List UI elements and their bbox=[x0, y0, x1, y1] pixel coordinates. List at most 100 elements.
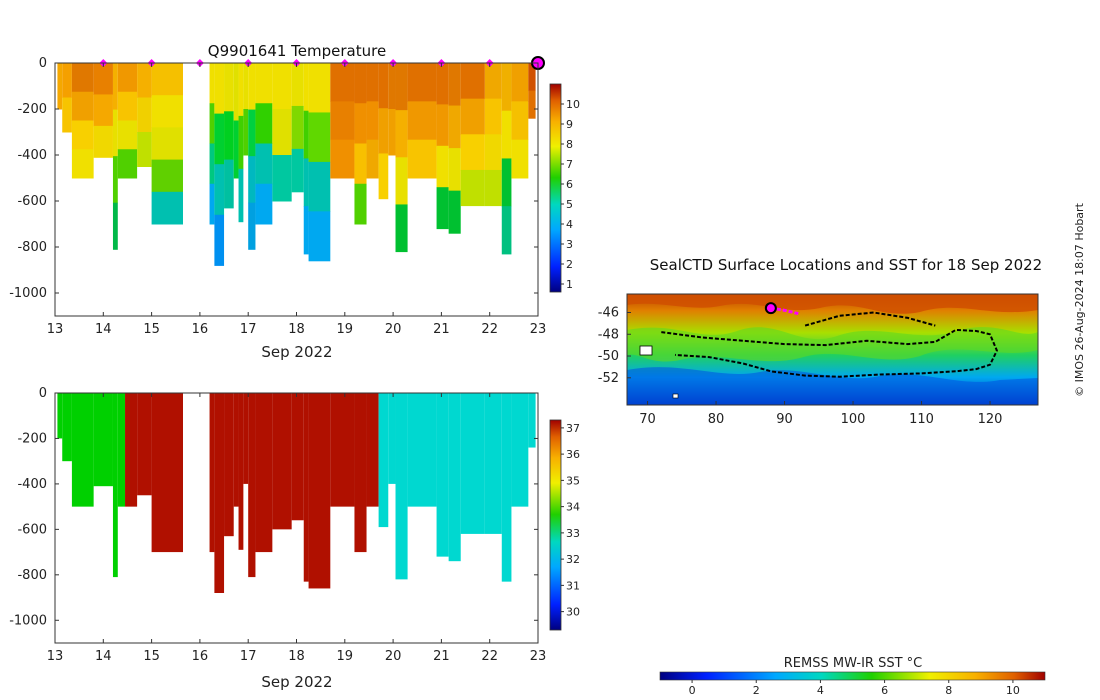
profile-cell bbox=[511, 393, 529, 507]
profile-column bbox=[484, 393, 502, 534]
profile-column bbox=[303, 393, 309, 582]
profile-cell bbox=[354, 103, 367, 144]
profile-cell bbox=[62, 63, 72, 98]
profile-column bbox=[436, 63, 449, 230]
profile-cell bbox=[395, 157, 408, 205]
colorbar-tick-label: 30 bbox=[566, 606, 580, 619]
profile-cell bbox=[303, 158, 309, 207]
profile-cell bbox=[395, 63, 408, 111]
x-tick-label: 21 bbox=[433, 322, 450, 337]
profile-cell bbox=[255, 63, 273, 104]
profile-cell bbox=[137, 393, 152, 496]
profile-cell bbox=[484, 63, 502, 100]
profile-cell bbox=[460, 393, 485, 534]
x-tick-label: 120 bbox=[978, 412, 1003, 427]
x-tick-label: 16 bbox=[192, 649, 209, 664]
profile-cell bbox=[71, 91, 94, 121]
profile-column bbox=[308, 393, 331, 589]
profile-cell bbox=[366, 393, 379, 507]
x-tick-label: 14 bbox=[95, 322, 112, 337]
x-tick-label: 70 bbox=[639, 412, 656, 427]
x-tick-label: 17 bbox=[240, 649, 257, 664]
profile-cell bbox=[501, 110, 512, 159]
sst-map-title: SealCTD Surface Locations and SST for 18… bbox=[650, 256, 1042, 274]
profile-cell bbox=[272, 109, 292, 156]
imos-watermark: © IMOS 26-Aug-2024 18:07 Hobart bbox=[1073, 202, 1086, 396]
x-tick-label: 20 bbox=[385, 322, 402, 337]
profile-column bbox=[378, 63, 389, 200]
colorbar-tick-label: 35 bbox=[566, 474, 580, 487]
profile-cell bbox=[93, 63, 113, 95]
profile-column bbox=[255, 63, 273, 225]
colorbar-tick-label: 37 bbox=[566, 422, 580, 435]
profile-cell bbox=[151, 393, 183, 553]
profile-column bbox=[248, 393, 256, 578]
x-tick-label: 19 bbox=[337, 322, 354, 337]
profile-cell bbox=[378, 393, 389, 528]
x-tick-label: 18 bbox=[288, 322, 305, 337]
profile-cell bbox=[272, 63, 292, 110]
profile-column bbox=[511, 63, 529, 179]
profile-cell bbox=[330, 63, 355, 102]
profile-column bbox=[354, 63, 367, 225]
profile-cell bbox=[460, 169, 485, 207]
profile-cell bbox=[248, 156, 256, 204]
profile-column bbox=[511, 393, 529, 507]
profile-cell bbox=[233, 393, 239, 507]
sst-colorbar bbox=[659, 671, 1046, 681]
profile-cell bbox=[303, 110, 309, 159]
profile-cell bbox=[308, 112, 331, 163]
y-tick-label: -1000 bbox=[9, 613, 47, 628]
profile-cell bbox=[308, 393, 331, 589]
profile-column bbox=[238, 393, 244, 550]
profile-cell bbox=[291, 148, 304, 193]
profile-column bbox=[407, 63, 437, 179]
profile-cell bbox=[366, 139, 379, 179]
profile-column bbox=[214, 63, 225, 266]
temperature-title: Q9901641 Temperature bbox=[208, 42, 386, 60]
profile-cell bbox=[238, 63, 244, 117]
sst-colorbar-ticks: 0 2 4 6 8 10 bbox=[689, 680, 1020, 697]
profile-cell bbox=[448, 393, 461, 562]
profile-cell bbox=[243, 63, 249, 110]
profile-cell bbox=[248, 393, 256, 578]
colorbar-tick-label: 3 bbox=[566, 238, 573, 251]
profile-cell bbox=[484, 169, 502, 207]
salinity-x-label: Sep 2022 bbox=[261, 673, 332, 691]
profile-column bbox=[243, 393, 249, 484]
profile-column bbox=[388, 393, 396, 484]
profile-cell bbox=[209, 103, 215, 144]
profile-cell bbox=[460, 98, 485, 135]
x-tick-label: 16 bbox=[192, 322, 209, 337]
colorbar-tick-label: 7 bbox=[566, 158, 573, 171]
profile-cell bbox=[93, 393, 113, 487]
x-tick-label: 15 bbox=[143, 649, 160, 664]
profile-cell bbox=[511, 101, 529, 141]
profile-cell bbox=[395, 393, 408, 580]
profile-cell bbox=[436, 187, 449, 230]
profile-cell bbox=[330, 139, 355, 179]
profile-cell bbox=[209, 143, 215, 185]
colorbar-tick-label: 32 bbox=[566, 553, 580, 566]
profile-cell bbox=[238, 393, 244, 550]
profile-cell bbox=[407, 63, 437, 102]
sst-map-panel: SealCTD Surface Locations and SST for 18… bbox=[598, 256, 1046, 697]
profile-cell bbox=[243, 109, 249, 156]
profile-column bbox=[460, 63, 485, 207]
profile-cell bbox=[117, 63, 138, 93]
profile-column bbox=[272, 63, 292, 202]
profile-column bbox=[93, 393, 113, 487]
profile-cell bbox=[272, 155, 292, 202]
profile-cell bbox=[395, 110, 408, 158]
colorbar-tick-label: 10 bbox=[1006, 684, 1020, 697]
profile-column bbox=[388, 63, 396, 156]
profile-column bbox=[460, 393, 485, 534]
profile-cell bbox=[117, 91, 138, 121]
temperature-panel: Q9901641 Temperature 13 14 15 16 17 18 19 20 21 2… bbox=[9, 42, 580, 361]
sst-map-y-ticks: -46 -48 -50 -52 bbox=[598, 306, 631, 386]
sst-colorbar-label: REMSS MW-IR SST °C bbox=[784, 656, 923, 671]
profile-cell bbox=[112, 109, 118, 157]
y-tick-label: -600 bbox=[17, 522, 47, 537]
x-tick-label: 14 bbox=[95, 649, 112, 664]
profile-cell bbox=[93, 125, 113, 158]
